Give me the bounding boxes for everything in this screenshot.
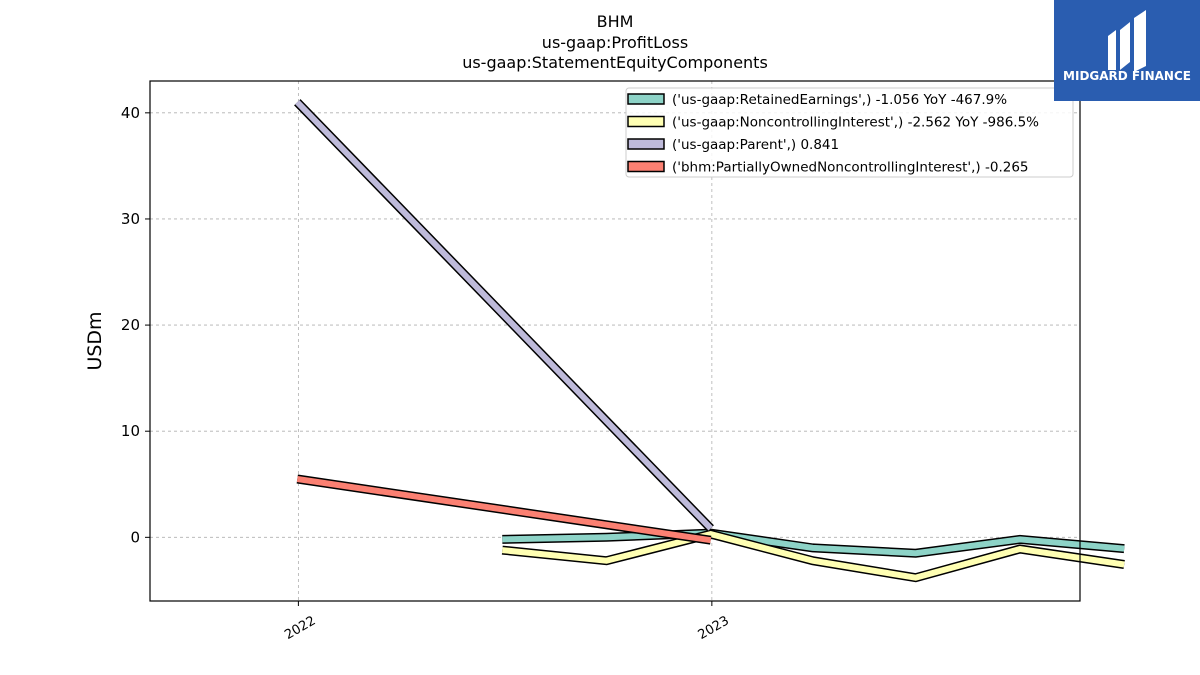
legend-label: ('us-gaap:RetainedEarnings',) -1.056 YoY… xyxy=(672,92,1007,108)
series-1-line xyxy=(502,528,1125,558)
legend-item: ('us-gaap:RetainedEarnings',) -1.056 YoY… xyxy=(627,92,1007,108)
chart-title-line-1: BHM xyxy=(597,12,634,31)
legend-swatch xyxy=(627,160,665,173)
legend-item: ('bhm:PartiallyOwnedNoncontrollingIntere… xyxy=(627,160,1029,176)
chart-title-line-2: us-gaap:ProfitLoss xyxy=(542,33,688,52)
legend-item: ('us-gaap:NoncontrollingInterest',) -2.5… xyxy=(627,115,1039,131)
y-tick-label: 0 xyxy=(130,528,140,546)
series-4-line xyxy=(296,474,712,545)
legend-label: ('us-gaap:Parent',) 0.841 xyxy=(672,137,839,153)
y-tick-label: 30 xyxy=(121,210,140,228)
series-2-line xyxy=(501,529,1125,583)
legend-label: ('us-gaap:NoncontrollingInterest',) -2.5… xyxy=(672,115,1039,131)
logo-text: MIDGARD FINANCE xyxy=(1063,69,1191,83)
y-tick-label: 40 xyxy=(121,104,140,122)
logo: MIDGARD FINANCE xyxy=(1054,0,1200,101)
chart-title-line-3: us-gaap:StatementEquityComponents xyxy=(462,53,768,72)
legend-swatch xyxy=(627,115,665,128)
series-3-line xyxy=(294,99,714,532)
legend-swatch xyxy=(627,93,665,105)
x-axis-ticks: 2022 2023 xyxy=(282,601,732,643)
series-line-fill xyxy=(295,100,713,531)
legend-item: ('us-gaap:Parent',) 0.841 xyxy=(627,137,839,153)
y-tick-label: 10 xyxy=(121,422,140,440)
series-line-fill xyxy=(296,476,712,544)
logo-mark-icon xyxy=(1108,10,1146,72)
series-line-fill xyxy=(502,530,1125,557)
y-tick-label: 20 xyxy=(121,316,140,334)
chart-title: BHM us-gaap:ProfitLoss us-gaap:Statement… xyxy=(462,12,768,72)
x-tick-label: 2022 xyxy=(282,613,318,643)
y-axis-ticks: 0 10 20 30 40 xyxy=(121,104,150,546)
series-line-fill xyxy=(501,531,1125,581)
y-axis-label: USDm xyxy=(84,311,106,370)
plot-area-frame xyxy=(149,80,1081,602)
legend-swatch xyxy=(627,138,665,150)
series-lines xyxy=(294,99,1125,583)
legend-label: ('bhm:PartiallyOwnedNoncontrollingIntere… xyxy=(672,160,1029,176)
legend: ('us-gaap:RetainedEarnings',) -1.056 YoY… xyxy=(625,87,1074,178)
x-tick-label: 2023 xyxy=(696,613,732,643)
legend-frame xyxy=(625,87,1074,178)
